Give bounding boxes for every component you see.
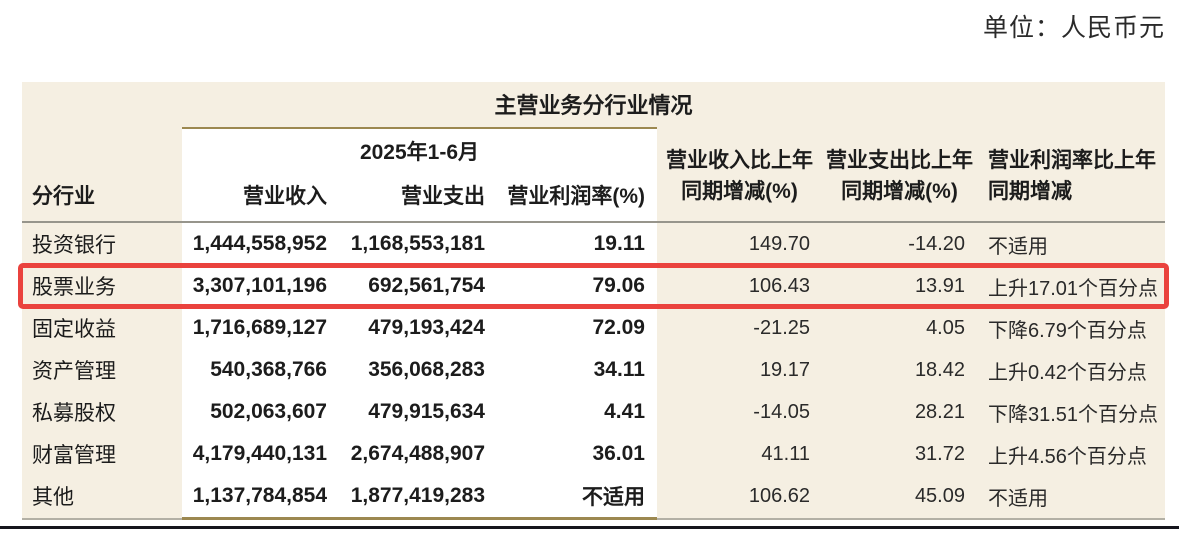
cell-industry: 固定收益 bbox=[32, 318, 116, 341]
cell-margin-yoy: 不适用 bbox=[988, 235, 1048, 258]
cell-revenue-yoy: -21.25 bbox=[753, 316, 810, 339]
cell-expense: 479,915,634 bbox=[368, 400, 485, 423]
cell-revenue-yoy: 106.62 bbox=[748, 484, 810, 507]
cell-revenue: 540,368,766 bbox=[210, 358, 327, 381]
header-margin-yoy-line2: 同期增减 bbox=[988, 180, 1072, 203]
period-panel-background bbox=[182, 127, 657, 520]
header-margin-yoy: 营业利润率比上年 同期增减 bbox=[977, 127, 1165, 221]
cell-revenue: 3,307,101,196 bbox=[192, 274, 327, 297]
cell-expense-yoy: 18.42 bbox=[914, 358, 965, 381]
table-row-wealth-management: 财富管理 4,179,440,131 2,674,488,907 36.01 4… bbox=[22, 433, 1165, 475]
cell-revenue-yoy: 106.43 bbox=[748, 274, 810, 297]
header-period: 2025年1-6月 bbox=[359, 141, 480, 164]
table-body: 投资银行 1,444,558,952 1,168,553,181 19.11 1… bbox=[22, 223, 1165, 517]
header-industry: 分行业 bbox=[32, 185, 95, 208]
table-row-other: 其他 1,137,784,854 1,877,419,283 不适用 106.6… bbox=[22, 475, 1165, 517]
table-row-private-equity: 私募股权 502,063,607 479,915,634 4.41 -14.05… bbox=[22, 391, 1165, 433]
cell-margin: 79.06 bbox=[592, 274, 645, 297]
header-expense-yoy-line1: 营业支出比上年 bbox=[826, 149, 973, 172]
unit-label: 单位：人民币元 bbox=[982, 14, 1165, 42]
cell-industry: 财富管理 bbox=[32, 444, 116, 467]
header-expense: 营业支出 bbox=[401, 185, 485, 208]
table-row-stock-business-highlighted: 股票业务 3,307,101,196 692,561,754 79.06 106… bbox=[22, 265, 1165, 307]
cell-expense-yoy: 31.72 bbox=[914, 442, 965, 465]
cell-expense: 1,877,419,283 bbox=[350, 484, 485, 507]
cell-expense-yoy: -14.20 bbox=[908, 232, 965, 255]
cell-revenue: 4,179,440,131 bbox=[192, 442, 327, 465]
cell-revenue: 1,444,558,952 bbox=[192, 232, 327, 255]
header-expense-yoy: 营业支出比上年 同期增减(%) bbox=[822, 127, 977, 221]
cell-margin: 不适用 bbox=[582, 486, 645, 509]
cell-industry: 私募股权 bbox=[32, 402, 116, 425]
cell-margin-yoy: 下降31.51个百分点 bbox=[988, 403, 1159, 426]
cell-industry: 投资银行 bbox=[32, 234, 116, 257]
page-bottom-rule bbox=[0, 526, 1179, 529]
cell-margin-yoy: 上升17.01个百分点 bbox=[988, 277, 1159, 300]
cell-expense-yoy: 28.21 bbox=[914, 400, 965, 423]
table-title: 主营业务分行业情况 bbox=[494, 93, 693, 118]
table-header: 2025年1-6月 分行业 营业收入 营业支出 营业利润率(%) 营业收入比上年… bbox=[22, 127, 1165, 223]
industry-table: 主营业务分行业情况 2025年1-6月 分行业 营业收入 营业支出 营业利润率(… bbox=[18, 82, 1169, 520]
cell-revenue: 1,716,689,127 bbox=[192, 316, 327, 339]
cell-margin: 4.41 bbox=[604, 400, 645, 423]
cell-margin: 34.11 bbox=[593, 358, 645, 381]
header-margin: 营业利润率(%) bbox=[507, 185, 645, 208]
table-row-fixed-income: 固定收益 1,716,689,127 479,193,424 72.09 -21… bbox=[22, 307, 1165, 349]
cell-industry: 资产管理 bbox=[32, 360, 116, 383]
cell-margin: 36.01 bbox=[592, 442, 645, 465]
cell-margin-yoy: 上升4.56个百分点 bbox=[988, 445, 1147, 468]
cell-revenue: 502,063,607 bbox=[210, 400, 327, 423]
cell-expense-yoy: 45.09 bbox=[914, 484, 965, 507]
header-margin-yoy-line1: 营业利润率比上年 bbox=[988, 149, 1156, 172]
cell-margin: 72.09 bbox=[592, 316, 645, 339]
cell-industry: 其他 bbox=[32, 486, 74, 509]
cell-margin: 19.11 bbox=[593, 232, 645, 255]
cell-revenue-yoy: -14.05 bbox=[753, 400, 810, 423]
header-revenue-yoy-line2: 同期增减(%) bbox=[681, 180, 798, 203]
table-row-investment-banking: 投资银行 1,444,558,952 1,168,553,181 19.11 1… bbox=[22, 223, 1165, 265]
cell-revenue-yoy: 41.11 bbox=[761, 442, 810, 465]
cell-expense-yoy: 4.05 bbox=[926, 316, 965, 339]
cell-expense-yoy: 13.91 bbox=[914, 274, 965, 297]
cell-expense: 692,561,754 bbox=[368, 274, 485, 297]
cell-revenue: 1,137,784,854 bbox=[192, 484, 327, 507]
cell-expense: 1,168,553,181 bbox=[350, 232, 485, 255]
cell-margin-yoy: 上升0.42个百分点 bbox=[988, 361, 1147, 384]
header-expense-yoy-line2: 同期增减(%) bbox=[841, 180, 958, 203]
cell-expense: 2,674,488,907 bbox=[350, 442, 485, 465]
cell-expense: 356,068,283 bbox=[368, 358, 485, 381]
cell-margin-yoy: 下降6.79个百分点 bbox=[988, 319, 1147, 342]
cell-revenue-yoy: 19.17 bbox=[759, 358, 810, 381]
header-revenue: 营业收入 bbox=[243, 185, 327, 208]
header-revenue-yoy: 营业收入比上年 同期增减(%) bbox=[657, 127, 822, 221]
cell-revenue-yoy: 149.70 bbox=[748, 232, 810, 255]
cell-industry: 股票业务 bbox=[32, 276, 116, 299]
table-row-asset-management: 资产管理 540,368,766 356,068,283 34.11 19.17… bbox=[22, 349, 1165, 391]
cell-margin-yoy: 不适用 bbox=[988, 487, 1048, 510]
header-revenue-yoy-line1: 营业收入比上年 bbox=[666, 149, 813, 172]
cell-expense: 479,193,424 bbox=[368, 316, 485, 339]
